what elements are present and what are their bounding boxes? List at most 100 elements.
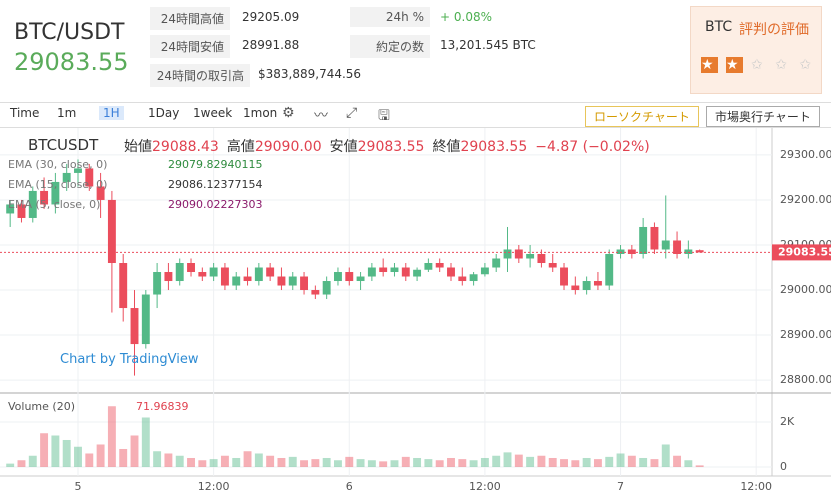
study-value: 29090.02227303 [168,198,263,211]
legend-label: 高値 [226,139,255,155]
volume-bar [40,433,49,467]
x-tick-label: 6 [346,480,353,493]
stat-value: 13,201.545 BTC [440,38,536,52]
volume-bar [130,435,139,467]
volume-bar [469,460,478,467]
volume-bar [616,453,625,467]
candle-body [480,267,489,275]
stat-label: 24時間の取引高 [150,64,250,87]
volume-bar [492,455,501,467]
volume-bar [548,457,557,467]
volume-bar [480,457,489,467]
y-tick-label: 29300.00 [780,148,831,161]
volume-bar [220,455,229,467]
candle-body [661,240,670,250]
y-tick-label: 28800.00 [780,373,831,386]
candle-body [548,263,557,268]
stat-value: + 0.08% [440,10,492,24]
interval[interactable]: 1mon [243,106,278,120]
interval[interactable]: 1Day [148,106,180,120]
candle-body [6,204,15,214]
volume-bar [96,444,105,467]
rating-box: BTC 評判の評価 ★ ★ ✩ ✩ ✩ [690,6,822,94]
stat-value: 29205.09 [242,10,300,24]
x-tick-label: 12:00 [740,480,772,493]
volume-bar [119,448,128,467]
volume-bar [639,457,648,467]
candle-body [492,258,501,268]
candle-body [107,199,116,264]
candle-body [435,263,444,268]
volume-bar [661,444,670,467]
interval[interactable]: 1H [99,106,124,120]
candle-body [153,272,162,295]
volume-bar [514,454,523,467]
volume-bar [277,457,286,467]
legend-value: 29090.00 [254,139,322,155]
volume-bar [390,460,399,467]
study-name: EMA (5, close, 0) [8,198,101,211]
interval[interactable]: 1m [57,106,77,120]
volume-bar [266,455,275,467]
candle-body [17,204,26,218]
tool-icon[interactable]: 〰 [314,108,328,124]
candle-body [593,281,602,286]
legend-value: 29083.55 [357,139,425,155]
volume-bar [650,459,659,467]
candle-body [243,276,252,282]
volume-bar [232,457,241,467]
volume-bar [593,459,602,467]
interval[interactable]: Time [10,106,40,120]
tool-icon[interactable]: 🖫 [378,108,390,124]
volume-bar [413,457,422,467]
candle-body [288,276,297,286]
candle-body [311,290,320,295]
volume-bar [458,459,467,467]
candle-body [164,272,173,282]
pair: BTC/USDT [14,20,125,45]
candle-body [424,263,433,270]
volume-bar [345,456,354,467]
stat-label: 24時間高値 [150,7,230,30]
candle-body [401,267,410,277]
candle-body [277,276,286,286]
x-tick-label: 12:00 [198,480,230,493]
tool-icon[interactable]: ⤢ [346,105,358,121]
volume-bar [300,460,309,467]
candle-button[interactable]: ローソクチャート [585,106,699,127]
last-price-tag [772,244,831,261]
volume-bar [322,457,331,467]
y-tick-label: 29200.00 [780,193,831,206]
study-name: EMA (30, close, 0) [8,158,108,171]
candle-body [334,272,342,282]
volume-bar [6,463,15,467]
candle-body [537,253,546,264]
candle-body [187,263,195,273]
volume-bar [164,453,173,467]
volume-bar [503,452,512,467]
volume-bar [435,460,444,467]
volume-bar [401,456,410,467]
toolbar: Time 1m 1H 1Day 1week 1mon ⚙ 〰 ⤢ 🖫 [0,102,831,128]
depth-button[interactable]: 市場奥行チャート [706,106,820,127]
tool-icon[interactable]: ⚙ [282,105,295,121]
volume-bar [582,457,591,467]
volume-bar [141,417,150,467]
candle-body [40,190,49,205]
candle-body [96,186,105,200]
candle-body [503,249,512,259]
volume-value: 71.96839 [136,400,189,413]
candle-body [447,267,455,277]
candle-body [560,267,568,286]
volume-bar [28,455,37,467]
candle-body [390,267,399,273]
candle-body [695,250,704,253]
interval[interactable]: 1week [193,106,233,120]
legend-label: 始値 [124,139,152,155]
volume-bar [605,456,614,467]
candle-body [300,276,309,291]
watermark: Chart by TradingView [60,352,199,367]
volume-bar [62,439,71,467]
